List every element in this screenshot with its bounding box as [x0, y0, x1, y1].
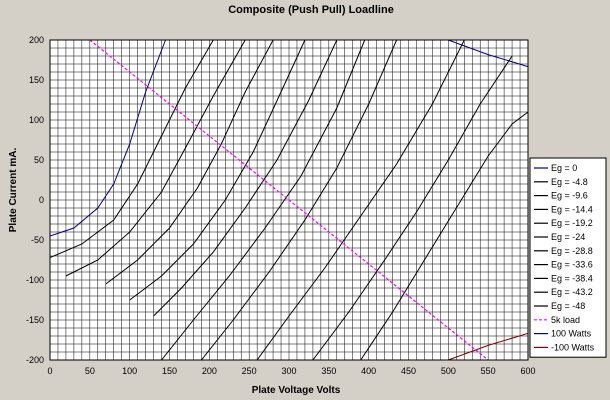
x-axis-label: Plate Voltage Volts: [252, 385, 341, 396]
y-tick-label: 200: [29, 35, 44, 45]
plot-border: [49, 39, 529, 361]
legend-label: Eg = -28.8: [551, 246, 593, 256]
x-tick-label: 500: [441, 366, 456, 376]
x-tick-label: 250: [242, 366, 257, 376]
legend-label: Eg = 0: [551, 163, 577, 173]
legend-label: Eg = -38.4: [551, 273, 593, 283]
series-line-1: [50, 40, 214, 259]
series-line-6: [161, 40, 366, 360]
legend-label: Eg = -14.4: [551, 204, 593, 214]
y-tick-label: -200: [26, 355, 44, 365]
series-line-3: [105, 40, 274, 285]
y-axis-label: Plate Current mA.: [8, 148, 19, 233]
x-tick-label: 550: [481, 366, 496, 376]
legend-label: Eg = -9.6: [551, 191, 588, 201]
y-tick-label: -150: [26, 315, 44, 325]
series-line-5: [153, 40, 338, 317]
legend: Eg = 0 Eg = -4.8 Eg = -9.6 Eg = -14.4 Eg = -…: [529, 157, 607, 358]
x-tick-labels: 0 50 100 150 200 250 300 350 400 450 500 550 600: [47, 366, 535, 376]
y-tick-label: -50: [31, 235, 44, 245]
legend-label: -100 Watts: [551, 342, 595, 352]
series-line-8: [256, 40, 465, 360]
x-tick-label: 450: [401, 366, 416, 376]
series-layer: [50, 40, 528, 360]
x-tick-label: 300: [281, 366, 296, 376]
legend-label: Eg = -4.8: [551, 177, 588, 187]
x-tick-label: 100: [122, 366, 137, 376]
series-line-7: [201, 40, 398, 360]
x-tick-label: 200: [202, 366, 217, 376]
series-line-4: [129, 40, 306, 301]
series-line-11: [89, 40, 489, 360]
x-tick-label: 150: [162, 366, 177, 376]
series-line-12: [448, 40, 528, 68]
y-tick-label: 50: [34, 155, 44, 165]
x-tick-label: 50: [85, 366, 95, 376]
legend-label: Eg = -33.6: [551, 260, 593, 270]
legend-label: Eg = -24: [551, 232, 585, 242]
chart-title: Composite (Push Pull) Loadline: [228, 4, 394, 16]
legend-label: 100 Watts: [551, 329, 592, 339]
legend-label: 5k load: [551, 315, 580, 325]
legend-label: Eg = -43.2: [551, 287, 593, 297]
legend-label: Eg = -19.2: [551, 218, 593, 228]
y-tick-label: -100: [26, 275, 44, 285]
y-tick-label: 100: [29, 115, 44, 125]
series-line-13: [448, 332, 528, 360]
y-tick-label: 0: [39, 195, 44, 205]
legend-box: [529, 157, 607, 358]
y-tick-labels: -200 -150 -100 -50 0 50 100 150 200: [26, 35, 44, 365]
x-tick-label: 400: [361, 366, 376, 376]
y-tick-label: 150: [29, 75, 44, 85]
legend-label: Eg = -48: [551, 301, 585, 311]
x-tick-label: 350: [321, 366, 336, 376]
x-tick-label: 0: [47, 366, 52, 376]
series-line-2: [65, 40, 246, 277]
grid: [49, 39, 529, 361]
x-tick-label: 600: [520, 366, 535, 376]
series-line-9: [312, 55, 513, 360]
series-line-0: [50, 40, 166, 237]
series-line-10: [360, 111, 528, 360]
